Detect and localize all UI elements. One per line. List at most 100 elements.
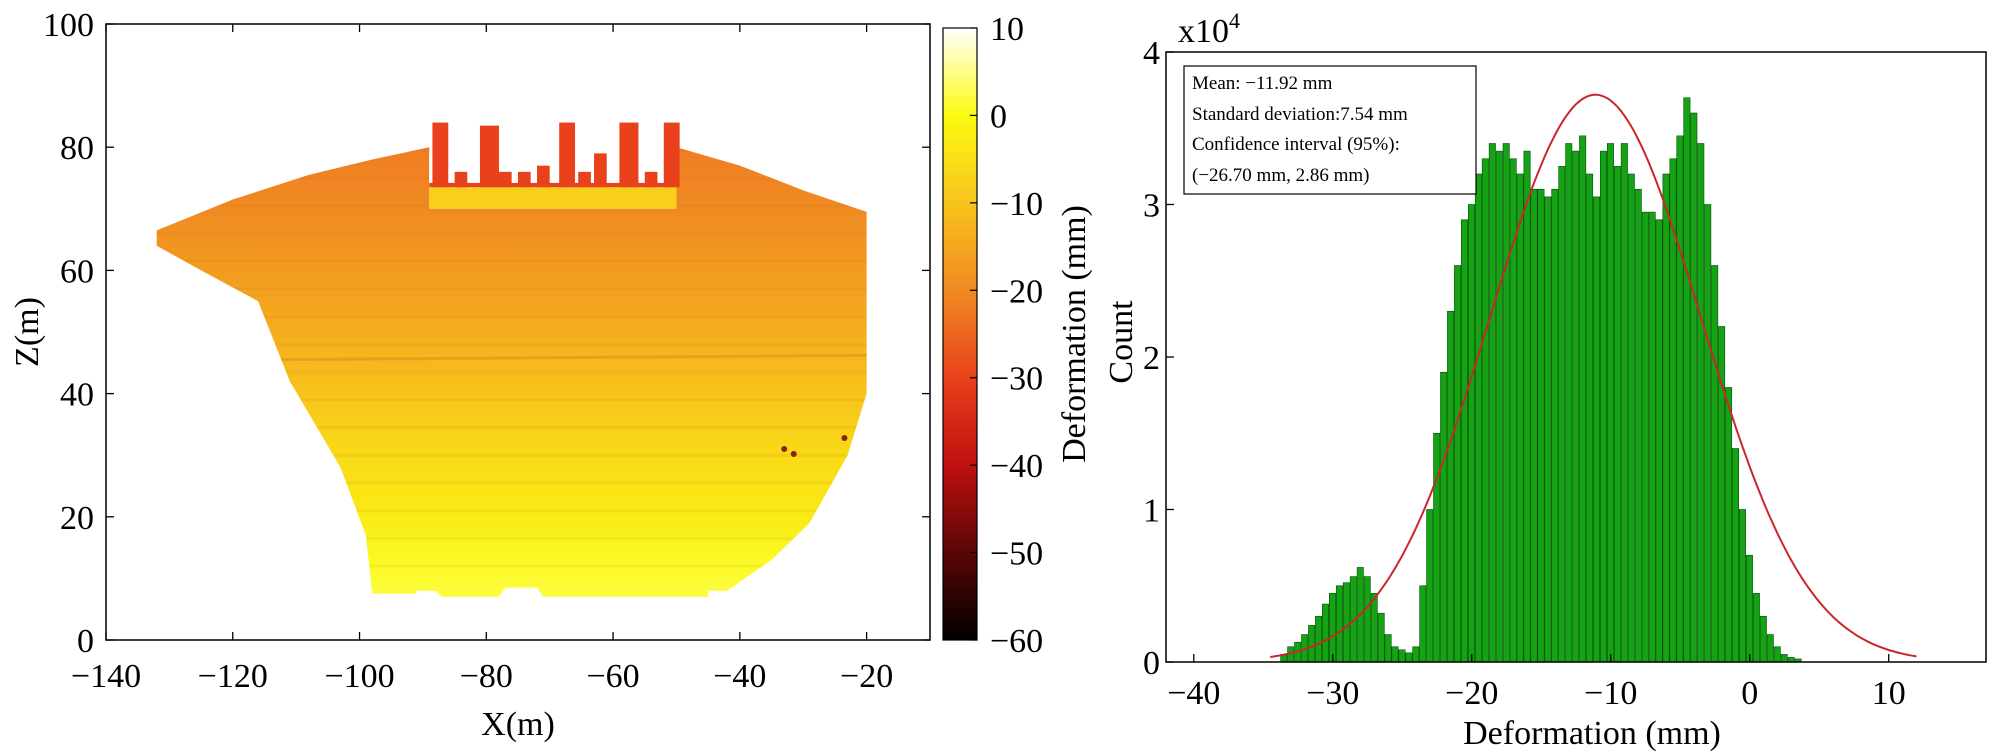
histogram-bar [1634,188,1642,663]
surface-seam [264,353,867,362]
colorbar: 10 0 −10 −20 −30 −40 −50 −60 Deformation (mm) [942,11,1093,660]
histogram-bar [1377,612,1385,663]
histogram-bar [1586,173,1594,663]
histogram-bar [1766,634,1774,663]
map-y-axis: 0 20 40 60 80 100 [43,7,930,660]
map-y-tick-label: 100 [43,7,94,44]
anomaly-spot [841,434,848,441]
histogram-bar [1461,219,1468,663]
histogram-bar [1315,615,1323,663]
map-y-tick-label: 0 [77,623,94,660]
map-y-tick-label: 60 [60,253,94,290]
colorbar-tick-label: −40 [990,448,1043,485]
histogram-bar [1683,97,1691,663]
map-x-axis: −140 −120 −100 −80 −60 −40 −20 [71,24,893,695]
map-y-axis-label: Z(m) [9,297,46,367]
histogram-y-tick-label: 1 [1143,493,1160,530]
histogram-bar [1440,371,1448,663]
normal-fit-curve [1270,93,1917,658]
crest-pier [663,122,680,188]
crest-pier [594,153,607,188]
histogram-bar [1627,173,1635,663]
histogram-bar [1530,188,1538,663]
histogram-x-tick-label: 10 [1872,675,1906,712]
histogram-bar [1565,143,1573,663]
map-x-tick-label: −20 [840,658,893,695]
histogram-bar [1419,585,1427,663]
crest-pier [559,122,576,188]
crest-pier [432,122,449,188]
map-x-tick-label: −60 [586,658,639,695]
histogram-bar [1725,387,1733,663]
histogram-bar [1523,150,1531,663]
colorbar-tick-label: −30 [990,361,1043,398]
histogram-bar [1488,143,1496,663]
map-y-tick-label: 40 [60,377,94,414]
deformation-map: −140 −120 −100 −80 −60 −40 −20 0 20 40 60 80 100 X(… [9,7,931,743]
histogram-bar [1481,158,1489,663]
histogram-bar [1745,554,1753,663]
histogram-bar [1467,204,1475,663]
histogram-x-tick-label: −30 [1306,675,1359,712]
histogram-x-tick-label: 0 [1741,675,1758,712]
histogram-bar [1335,585,1343,663]
colorbar-tick-label: 10 [990,11,1024,48]
histogram-bar [1697,143,1705,663]
crest-pier [479,125,499,188]
histogram-bar [1759,615,1767,663]
crest-pier [537,165,550,188]
histogram-bar [1384,634,1392,663]
histogram-bar [1655,219,1663,663]
histogram-bar [1676,135,1684,663]
histogram-bar [1739,509,1746,663]
colorbar-scale [942,27,978,641]
histogram-bar [1613,166,1621,663]
colorbar-ticks: 10 0 −10 −20 −30 −40 −50 −60 [970,11,1043,660]
histogram-bar [1398,649,1406,663]
histogram-bar [1502,143,1510,663]
histogram-bar [1606,143,1614,663]
histogram-bar [1454,265,1462,663]
histogram-bar [1412,646,1420,663]
histogram-bar [1405,652,1413,663]
crest-structure [429,122,848,457]
histogram-y-tick-label: 0 [1143,645,1160,682]
histogram-y-tick-label: 2 [1143,340,1160,377]
histogram-bar [1780,654,1788,663]
histogram-bar [1363,576,1371,663]
map-x-axis-label: X(m) [481,706,555,743]
histogram-bar [1711,265,1719,663]
histogram-bar [1544,196,1552,663]
deformation-surface [156,147,867,597]
map-y-tick-label: 20 [60,500,94,537]
stats-box: Mean: −11.92 mm Standard deviation:7.54 … [1183,65,1477,195]
deformation-histogram: −40 −30 −20 −10 0 10 0 1 2 3 4 x104 Deformation (… [1103,8,1987,752]
histogram-bar [1391,646,1399,663]
histogram-bar [1648,211,1656,663]
histogram-y-axis: 0 1 2 3 4 [1143,35,1174,682]
map-y-tick-label: 80 [60,130,94,167]
map-x-tick-label: −100 [324,658,394,695]
crest-deck [429,182,677,188]
histogram-bar [1537,188,1545,663]
histogram-bar [1342,582,1350,663]
colorbar-tick-label: −60 [990,623,1043,660]
histogram-bar [1308,625,1316,663]
colorbar-tick-label: −20 [990,273,1043,310]
histogram-bar [1495,150,1503,663]
deformation-field [156,147,867,597]
colorbar-label: Deformation (mm) [1056,205,1093,463]
histogram-x-tick-label: −10 [1584,675,1637,712]
map-plot-frame [105,23,931,641]
stats-ci-value: (−26.70 mm, 2.86 mm) [1192,165,1370,186]
histogram-bar [1593,196,1601,663]
histogram-bar [1579,135,1587,663]
colorbar-tick-label: −50 [990,536,1043,573]
histogram-y-tick-label: 4 [1143,35,1160,72]
histogram-bar [1620,143,1628,663]
histogram-bar [1558,166,1566,663]
histogram-bar [1732,448,1740,663]
map-x-tick-label: −80 [460,658,513,695]
histogram-bar [1690,112,1698,663]
